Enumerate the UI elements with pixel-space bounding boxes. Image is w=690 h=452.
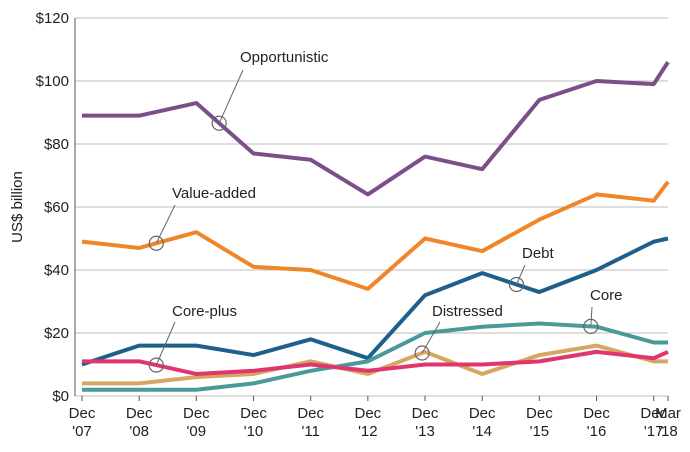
x-tick-label: Dec '14 xyxy=(469,405,496,440)
series-label: Core-plus xyxy=(172,303,237,320)
callout-circle xyxy=(414,345,430,361)
x-tick-label: Dec '09 xyxy=(183,405,210,440)
callout-circle xyxy=(583,318,599,334)
series-label: Value-added xyxy=(172,185,256,202)
x-tick-label: Dec '13 xyxy=(412,405,439,440)
x-tick-label: Dec '15 xyxy=(526,405,553,440)
x-tick-label: Dec '10 xyxy=(240,405,267,440)
series-label: Debt xyxy=(522,245,555,262)
series-line xyxy=(82,349,669,376)
series-line xyxy=(81,236,669,367)
y-tick-label: $60 xyxy=(44,199,69,216)
callout-circle xyxy=(148,357,164,373)
series-line xyxy=(82,321,668,392)
series-line xyxy=(81,180,670,291)
x-tick-label: Mar '18 xyxy=(655,405,681,440)
callout-circle xyxy=(508,276,525,293)
x-tick-label: Dec '08 xyxy=(126,405,153,440)
callout-circle xyxy=(211,115,227,131)
y-tick-label: $40 xyxy=(44,262,69,279)
series-label: Distressed xyxy=(432,303,503,320)
callout-leader xyxy=(218,69,244,124)
y-tick-label: $20 xyxy=(44,325,69,342)
x-tick-label: Dec '16 xyxy=(583,405,610,440)
y-tick-label: $120 xyxy=(36,10,69,27)
callout-leader xyxy=(155,321,176,366)
y-tick-label: $80 xyxy=(44,136,69,153)
callout-leader xyxy=(516,264,526,285)
series-label: Core xyxy=(590,287,623,304)
y-tick-label: $0 xyxy=(52,388,69,405)
series-line xyxy=(82,343,668,386)
x-tick-label: Dec '12 xyxy=(355,405,382,440)
callout-circle xyxy=(148,235,164,251)
x-tick-label: Dec '07 xyxy=(69,405,96,440)
series-line xyxy=(82,61,670,197)
y-axis-label: US$ billion xyxy=(9,171,26,243)
y-tick-label: $100 xyxy=(36,73,69,90)
callout-leader xyxy=(421,321,441,354)
x-tick-label: Dec '17 xyxy=(640,405,667,440)
x-tick-label: Dec '11 xyxy=(297,405,324,440)
callout-leader xyxy=(590,306,593,327)
series-label: Opportunistic xyxy=(240,49,329,66)
